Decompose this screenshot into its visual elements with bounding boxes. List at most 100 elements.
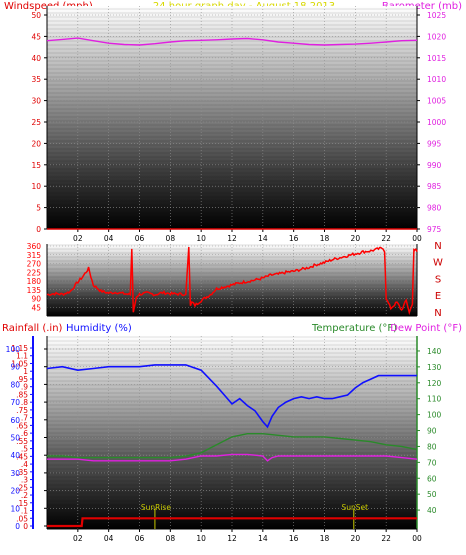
barometer-tick-label: 1020 bbox=[427, 32, 446, 41]
windspeed-tick-label: 25 bbox=[31, 118, 41, 127]
x-tick-label: 06 bbox=[135, 534, 145, 543]
windspeed-tick-label: 20 bbox=[31, 139, 41, 148]
rainfall-tick-label: .35 bbox=[16, 468, 28, 477]
temperature-tick-label: 140 bbox=[427, 347, 442, 356]
windspeed-tick-label: 0 bbox=[36, 225, 41, 234]
compass-label: N bbox=[434, 241, 441, 252]
barometer-tick-label: 990 bbox=[427, 161, 442, 170]
rainfall-tick-label: .55 bbox=[16, 437, 28, 446]
rainfall-line bbox=[47, 517, 417, 528]
windspeed-tick-label: 30 bbox=[31, 97, 41, 106]
x-tick-label: 20 bbox=[351, 534, 361, 543]
barometer-tick-label: 1025 bbox=[427, 11, 446, 20]
x-tick-label: 00 bbox=[412, 234, 422, 243]
direction-tick-label: 45 bbox=[31, 303, 41, 312]
temperature-tick-label: 40 bbox=[427, 506, 437, 515]
wind-panel-grid bbox=[47, 6, 417, 229]
humidity-tick-label: 30 bbox=[10, 469, 20, 478]
barometer-tick-label: 980 bbox=[427, 204, 442, 213]
x-tick-label: 04 bbox=[104, 534, 114, 543]
x-tick-label: 14 bbox=[258, 534, 268, 543]
direction-tick-label: 90 bbox=[31, 295, 41, 304]
x-tick-label: 18 bbox=[320, 234, 330, 243]
rainfall-tick-label: 1 bbox=[23, 367, 28, 376]
rainfall-tick-label: .1 bbox=[21, 507, 28, 516]
humidity-tick-label: 70 bbox=[10, 398, 20, 407]
humidity-tick-label: 80 bbox=[10, 380, 20, 389]
x-tick-label: 00 bbox=[412, 534, 422, 543]
direction-tick-label: 225 bbox=[27, 268, 42, 277]
x-tick-label: 18 bbox=[320, 534, 330, 543]
humidity-tick-label: 10 bbox=[10, 504, 20, 513]
sun-annotation-label: SunSet bbox=[341, 503, 368, 512]
sun-annotation-label: SunRise bbox=[141, 503, 171, 512]
direction-tick-label: 270 bbox=[27, 260, 42, 269]
compass-label: E bbox=[435, 291, 441, 302]
rain-panel-x-axis: 02 04 06 08 10 12 14 16 18 20 22 00 bbox=[47, 528, 422, 543]
rainfall-tick-label: .3 bbox=[21, 476, 28, 485]
rainfall-tick-label: .95 bbox=[16, 375, 28, 384]
windspeed-tick-label: 10 bbox=[31, 182, 41, 191]
rainfall-tick-label: 1.1 bbox=[16, 352, 28, 361]
rainfall-axis-title: Rainfall (.in) bbox=[2, 323, 63, 334]
x-tick-label: 16 bbox=[289, 534, 299, 543]
rainfall-tick-label: .65 bbox=[16, 421, 28, 430]
x-tick-label: 02 bbox=[73, 534, 83, 543]
windspeed-axis: 0 5 10 15 20 25 30 35 40 45 50 bbox=[31, 6, 48, 234]
x-tick-label: 02 bbox=[73, 234, 83, 243]
wind-panel-x-axis: 02 04 06 08 10 12 14 16 18 20 22 00 bbox=[47, 228, 422, 243]
humidity-tick-label: 20 bbox=[10, 487, 20, 496]
x-tick-label: 06 bbox=[135, 234, 145, 243]
windspeed-tick-label: 35 bbox=[31, 75, 41, 84]
temperature-tick-label: 90 bbox=[427, 427, 437, 436]
rainfall-tick-label: 1.15 bbox=[11, 344, 28, 353]
x-tick-label: 04 bbox=[104, 234, 114, 243]
x-tick-label: 08 bbox=[166, 534, 176, 543]
rainfall-tick-label: .05 bbox=[16, 514, 28, 523]
temperature-line bbox=[47, 433, 418, 459]
x-tick-label: 10 bbox=[196, 234, 206, 243]
direction-panel-grid bbox=[47, 244, 417, 316]
rainfall-tick-label: .75 bbox=[16, 406, 28, 415]
rainfall-axis: 0.05.1.15.2.25.3.35.4.45.5.55.6.65.7.75.… bbox=[11, 336, 34, 531]
temperature-tick-label: 130 bbox=[427, 363, 442, 372]
temperature-tick-label: 80 bbox=[427, 442, 437, 451]
barometer-tick-label: 985 bbox=[427, 182, 442, 191]
barometer-axis-title: Barometer (mb) bbox=[382, 1, 462, 12]
temperature-axis: 40 50 60 70 80 90 100 110 120 130 140 bbox=[416, 336, 442, 529]
barometer-line bbox=[46, 37, 418, 46]
humidity-tick-label: 100 bbox=[6, 345, 21, 354]
direction-tick-label: 315 bbox=[27, 251, 42, 260]
rainfall-tick-label: .45 bbox=[16, 452, 28, 461]
barometer-tick-label: 1000 bbox=[427, 118, 446, 127]
barometer-tick-label: 975 bbox=[427, 225, 442, 234]
windspeed-tick-label: 15 bbox=[31, 161, 41, 170]
barometer-axis: 975 980 985 990 995 1000 1005 1010 1015 1020 1025 bbox=[416, 6, 446, 234]
compass-label: N bbox=[434, 308, 441, 319]
windspeed-tick-label: 40 bbox=[31, 54, 41, 63]
x-tick-label: 22 bbox=[381, 234, 391, 243]
wind-direction-line bbox=[46, 246, 418, 316]
direction-tick-label: 360 bbox=[27, 242, 42, 251]
rainfall-tick-label: .6 bbox=[21, 429, 28, 438]
rainfall-tick-label: .8 bbox=[21, 398, 28, 407]
temperature-tick-label: 60 bbox=[427, 474, 437, 483]
humidity-tick-label: 60 bbox=[10, 416, 20, 425]
rainfall-tick-label: .85 bbox=[16, 390, 28, 399]
direction-tick-label: 180 bbox=[27, 277, 42, 286]
x-tick-label: 20 bbox=[351, 234, 361, 243]
windspeed-tick-label: 50 bbox=[31, 11, 41, 20]
x-tick-label: 22 bbox=[381, 534, 391, 543]
rainfall-tick-label: .25 bbox=[16, 483, 28, 492]
dewpoint-line bbox=[47, 453, 418, 462]
x-tick-label: 08 bbox=[166, 234, 176, 243]
wind-panel-series bbox=[46, 37, 418, 230]
x-tick-label: 12 bbox=[227, 234, 237, 243]
rainfall-tick-label: .4 bbox=[21, 460, 28, 469]
humidity-tick-label: 0 bbox=[15, 522, 20, 531]
humidity-tick-label: 40 bbox=[10, 451, 20, 460]
rainfall-tick-label: .15 bbox=[16, 499, 28, 508]
